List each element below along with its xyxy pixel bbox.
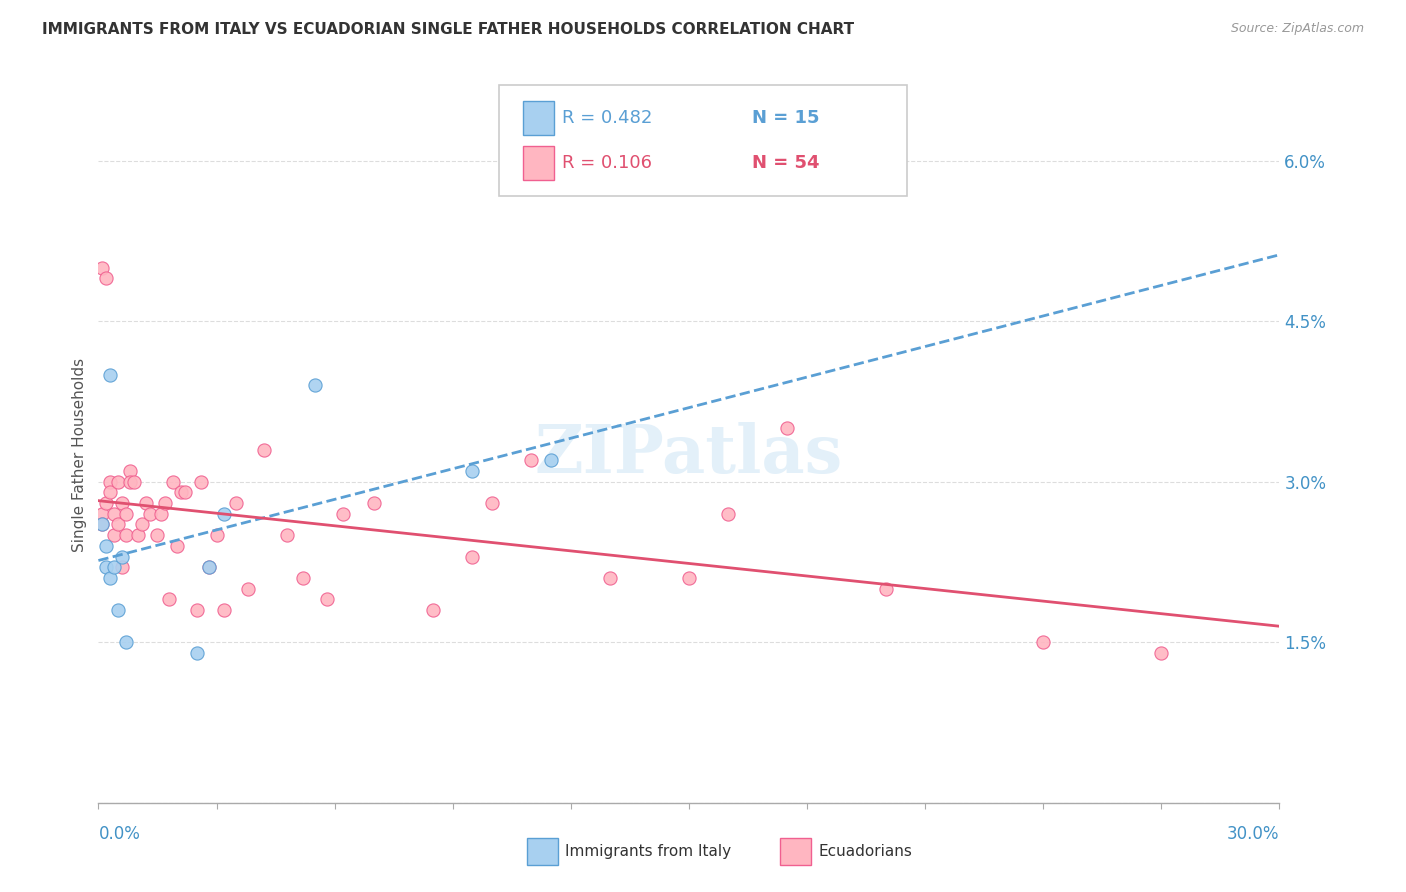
Point — [253, 442, 276, 457]
Point — [520, 453, 543, 467]
Point — [103, 560, 125, 574]
Point — [96, 560, 118, 574]
Text: Source: ZipAtlas.com: Source: ZipAtlas.com — [1230, 22, 1364, 36]
Point — [197, 560, 219, 574]
Point — [1150, 646, 1173, 660]
Point — [146, 528, 169, 542]
Point — [197, 560, 219, 574]
Point — [315, 592, 337, 607]
Point — [461, 549, 484, 564]
Point — [122, 475, 145, 489]
Point — [91, 517, 114, 532]
Text: ZIPatlas: ZIPatlas — [534, 423, 844, 487]
Point — [115, 507, 138, 521]
Point — [91, 260, 114, 275]
Point — [96, 496, 118, 510]
Point — [205, 528, 228, 542]
Point — [135, 496, 157, 510]
Point — [155, 496, 177, 510]
Point — [103, 528, 125, 542]
Point — [304, 378, 326, 392]
Point — [481, 496, 503, 510]
Point — [118, 464, 141, 478]
Point — [157, 592, 180, 607]
Point — [225, 496, 247, 510]
Point — [91, 507, 114, 521]
Point — [599, 571, 621, 585]
Point — [214, 603, 236, 617]
Point — [678, 571, 700, 585]
Point — [422, 603, 444, 617]
Point — [111, 496, 134, 510]
Point — [111, 549, 134, 564]
Text: IMMIGRANTS FROM ITALY VS ECUADORIAN SINGLE FATHER HOUSEHOLDS CORRELATION CHART: IMMIGRANTS FROM ITALY VS ECUADORIAN SING… — [42, 22, 855, 37]
Text: R = 0.482: R = 0.482 — [562, 109, 652, 127]
Point — [1032, 635, 1054, 649]
Point — [332, 507, 354, 521]
Point — [98, 475, 121, 489]
Point — [875, 582, 897, 596]
Point — [150, 507, 173, 521]
Point — [363, 496, 385, 510]
Point — [162, 475, 184, 489]
Text: Immigrants from Italy: Immigrants from Italy — [565, 845, 731, 859]
Point — [214, 507, 236, 521]
Point — [540, 453, 562, 467]
Point — [138, 507, 160, 521]
Point — [166, 539, 188, 553]
Y-axis label: Single Father Households: Single Father Households — [72, 358, 87, 552]
Point — [96, 539, 118, 553]
Point — [115, 528, 138, 542]
Point — [127, 528, 149, 542]
Point — [118, 475, 141, 489]
Text: R = 0.106: R = 0.106 — [562, 154, 652, 172]
Point — [107, 517, 129, 532]
Point — [717, 507, 740, 521]
Point — [174, 485, 197, 500]
Point — [98, 368, 121, 382]
Text: 30.0%: 30.0% — [1227, 825, 1279, 843]
Point — [115, 635, 138, 649]
Point — [98, 485, 121, 500]
Point — [276, 528, 298, 542]
Point — [461, 464, 484, 478]
Point — [236, 582, 259, 596]
Point — [186, 603, 208, 617]
Point — [186, 646, 208, 660]
Point — [107, 475, 129, 489]
Point — [103, 507, 125, 521]
Point — [776, 421, 799, 435]
Point — [170, 485, 193, 500]
Point — [96, 271, 118, 285]
Text: Ecuadorians: Ecuadorians — [818, 845, 912, 859]
Point — [292, 571, 315, 585]
Point — [98, 571, 121, 585]
Point — [91, 517, 114, 532]
Text: N = 54: N = 54 — [752, 154, 820, 172]
Point — [190, 475, 212, 489]
Point — [131, 517, 153, 532]
Text: N = 15: N = 15 — [752, 109, 820, 127]
Point — [107, 603, 129, 617]
Text: 0.0%: 0.0% — [98, 825, 141, 843]
Point — [111, 560, 134, 574]
